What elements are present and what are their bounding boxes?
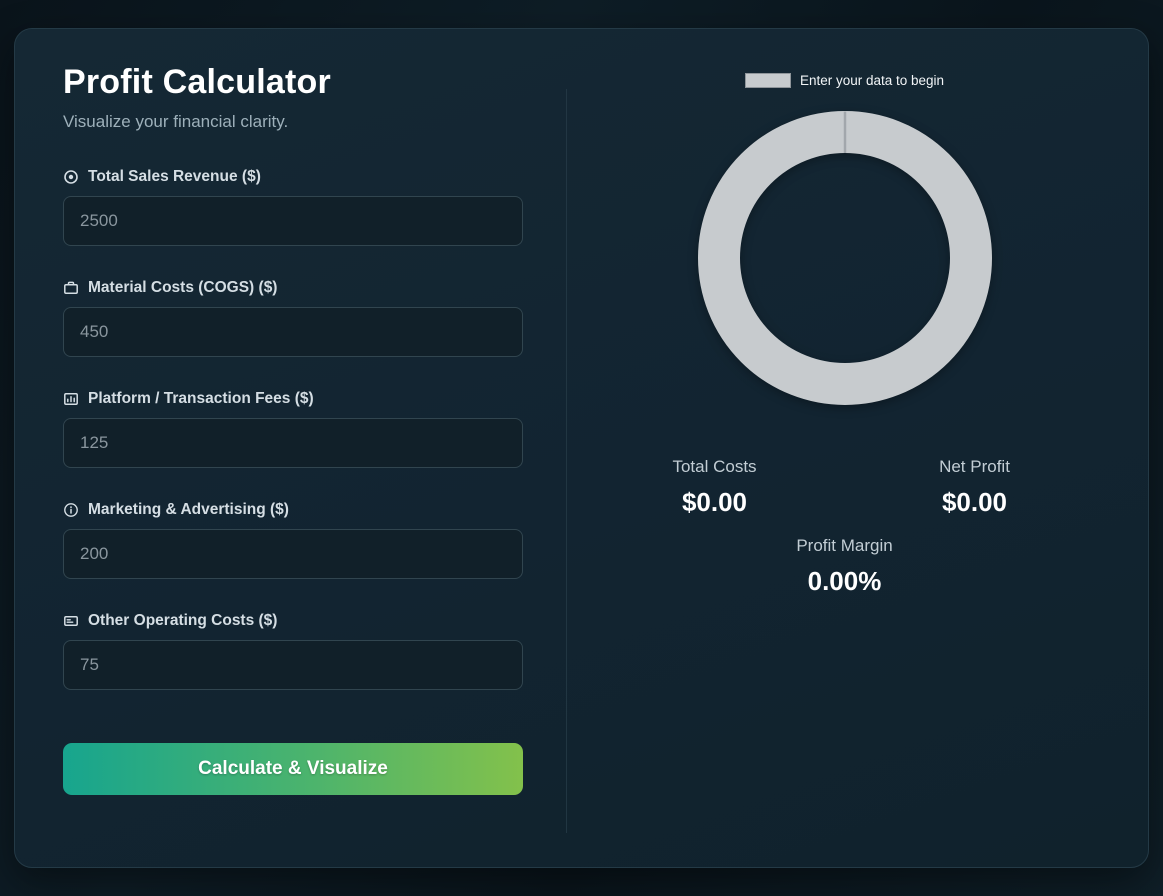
legend-swatch — [744, 73, 791, 88]
net-profit-stat: Net Profit $0.00 — [865, 457, 1085, 518]
field-label: Other Operating Costs ($) — [88, 612, 278, 629]
page-subtitle: Visualize your financial clarity. — [63, 112, 289, 131]
id-card-icon — [63, 613, 79, 629]
total-costs-value: $0.00 — [681, 487, 748, 517]
field-material-costs: Material Costs (COGS) ($) — [63, 279, 523, 357]
briefcase-icon — [63, 280, 79, 296]
profit-calculator-card: Profit Calculator Visualize your financi… — [14, 28, 1149, 868]
field-label: Material Costs (COGS) ($) — [88, 279, 278, 296]
field-platform-fees: Platform / Transaction Fees ($) — [63, 390, 523, 468]
total-sales-revenue-input[interactable] — [63, 196, 523, 246]
donut-chart — [697, 110, 993, 411]
marketing-input[interactable] — [63, 529, 523, 579]
net-profit-label: Net Profit — [939, 457, 1010, 476]
net-profit-value: $0.00 — [941, 487, 1008, 517]
calculate-button[interactable]: Calculate & Visualize — [63, 743, 523, 795]
platform-fees-input[interactable] — [63, 418, 523, 468]
chart-panel: Enter your data to begin Total Costs $0.… — [567, 63, 1122, 833]
chart-legend[interactable]: Enter your data to begin — [744, 73, 945, 88]
other-costs-input[interactable] — [63, 640, 523, 690]
field-label: Marketing & Advertising ($) — [88, 501, 289, 518]
field-marketing: Marketing & Advertising ($) — [63, 501, 523, 579]
profit-margin-value: 0.00% — [807, 566, 882, 596]
profit-margin-stat: Profit Margin 0.00% — [796, 536, 892, 597]
target-icon — [63, 169, 79, 185]
info-icon — [63, 502, 79, 518]
total-costs-label: Total Costs — [672, 457, 757, 476]
form-panel: Profit Calculator Visualize your financi… — [63, 63, 523, 833]
page-title: Profit Calculator — [63, 63, 331, 101]
total-costs-stat: Total Costs $0.00 — [605, 457, 825, 518]
legend-label: Enter your data to begin — [799, 73, 945, 88]
field-label: Total Sales Revenue ($) — [88, 168, 261, 185]
field-total-sales-revenue: Total Sales Revenue ($) — [63, 168, 523, 246]
profit-margin-label: Profit Margin — [796, 536, 893, 555]
material-costs-input[interactable] — [63, 307, 523, 357]
vertical-divider — [566, 89, 567, 833]
field-label: Platform / Transaction Fees ($) — [88, 390, 314, 407]
field-other-costs: Other Operating Costs ($) — [63, 612, 523, 690]
stats-row: Total Costs $0.00 Net Profit $0.00 — [605, 457, 1085, 518]
bar-chart-icon — [63, 391, 79, 407]
